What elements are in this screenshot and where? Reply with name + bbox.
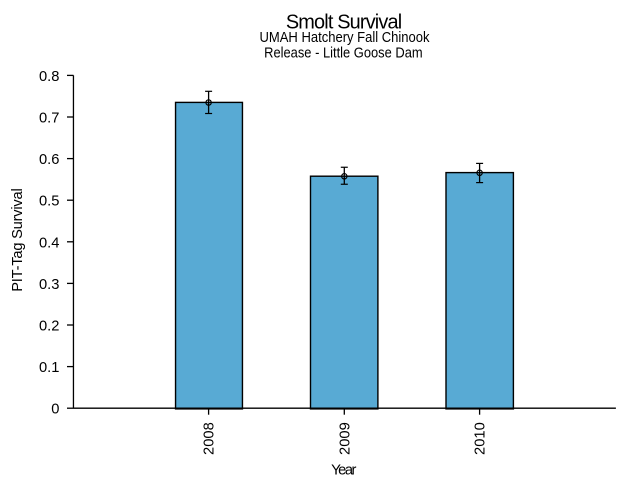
svg-text:2009: 2009 <box>338 422 354 455</box>
svg-text:0.7: 0.7 <box>39 110 59 126</box>
svg-text:0.5: 0.5 <box>39 194 59 210</box>
svg-text:Release - Little Goose Dam: Release - Little Goose Dam <box>264 45 423 61</box>
svg-text:0: 0 <box>51 402 59 418</box>
svg-text:0.3: 0.3 <box>39 277 59 293</box>
svg-text:Smolt Survival: Smolt Survival <box>286 11 402 33</box>
svg-text:0.8: 0.8 <box>39 69 59 85</box>
svg-text:0.4: 0.4 <box>39 235 59 251</box>
svg-text:2008: 2008 <box>201 422 217 455</box>
svg-text:Year: Year <box>331 462 356 478</box>
svg-text:PIT-Tag Survival: PIT-Tag Survival <box>10 188 26 292</box>
svg-text:0.2: 0.2 <box>39 318 59 334</box>
svg-text:0.1: 0.1 <box>39 360 59 376</box>
svg-text:0.6: 0.6 <box>39 152 59 168</box>
svg-text:2010: 2010 <box>473 422 489 455</box>
svg-text:UMAH Hatchery Fall Chinook: UMAH Hatchery Fall Chinook <box>260 30 431 46</box>
